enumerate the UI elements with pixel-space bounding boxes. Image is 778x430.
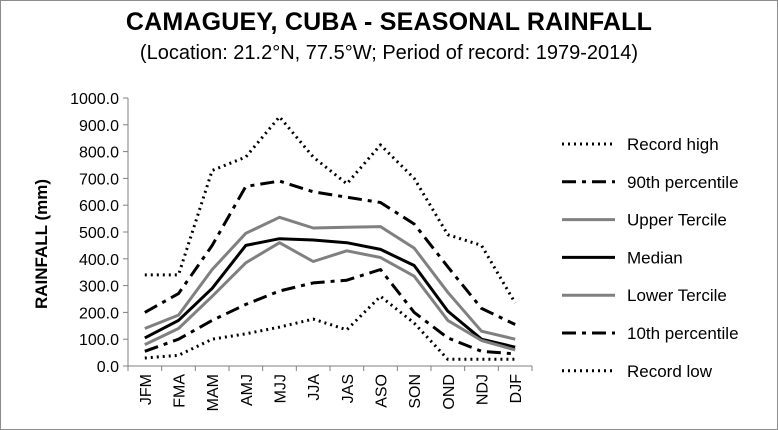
legend-label-median: Median — [627, 248, 683, 267]
y-tick-label: 300.0 — [79, 279, 119, 296]
series-layer — [144, 115, 517, 361]
y-tick-label: 1000.0 — [70, 91, 119, 108]
y-tick-label: 600.0 — [79, 198, 119, 215]
series-line-10th-percentile — [144, 268, 516, 356]
x-tick-label: NDJ — [475, 374, 492, 405]
y-axis-title: RAINFALL (mm) — [32, 179, 51, 309]
x-tick-label: MJJ — [273, 374, 290, 403]
legend: Record high 90th percentile Upper Tercile M… — [562, 135, 739, 381]
series-line-lower-tercile — [144, 241, 516, 352]
x-tick-label: MAM — [205, 374, 222, 411]
chart-title: CAMAGUEY, CUBA - SEASONAL RAINFALL — [125, 8, 653, 36]
y-tick-label: 100.0 — [79, 332, 119, 349]
series-line-record-low — [144, 294, 516, 361]
y-tick-label: 800.0 — [79, 145, 119, 162]
y-tick-label: 200.0 — [79, 305, 119, 322]
x-tick-label: ASO — [374, 374, 391, 408]
y-tick-label: 700.0 — [79, 171, 119, 188]
x-tick-label: DJF — [508, 374, 525, 404]
x-tick-label: JAS — [340, 374, 357, 403]
x-tick-label: JJA — [306, 374, 323, 401]
legend-label-record-high: Record high — [627, 135, 719, 154]
y-tick-label: 900.0 — [79, 118, 119, 135]
y-axis: 0.0 100.0 200.0 300.0 400.0 500.0 600.0 700.0 80… — [70, 91, 129, 376]
series-line-upper-tercile — [144, 215, 516, 341]
x-tick-label: AMJ — [239, 374, 256, 406]
y-tick-label: 0.0 — [97, 359, 119, 376]
x-tick-label: SON — [407, 374, 424, 409]
legend-label-lower-tercile: Lower Tercile — [627, 286, 727, 305]
chart-subtitle: (Location: 21.2°N, 77.5°W; Period of rec… — [139, 42, 639, 64]
series-line-record-high — [144, 115, 517, 304]
x-axis: JFM FMA MAM AMJ MJJ JJA JAS ASO SON OND NDJ DJF — [127, 365, 533, 411]
y-tick-label: 500.0 — [79, 225, 119, 242]
legend-label-90th-percentile: 90th percentile — [627, 173, 739, 192]
legend-label-10th-percentile: 10th percentile — [627, 324, 739, 343]
x-tick-label: JFM — [138, 374, 155, 405]
series-line-90th-percentile — [144, 179, 516, 326]
legend-label-upper-tercile: Upper Tercile — [627, 211, 727, 230]
series-line-median — [144, 237, 516, 349]
y-tick-label: 400.0 — [79, 252, 119, 269]
x-tick-label: FMA — [172, 374, 189, 408]
legend-label-record-low: Record low — [627, 362, 713, 381]
x-tick-label: OND — [441, 374, 458, 410]
